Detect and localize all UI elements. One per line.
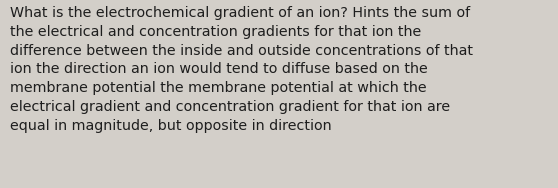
Text: What is the electrochemical gradient of an ion? Hints the sum of
the electrical : What is the electrochemical gradient of … xyxy=(10,6,473,133)
